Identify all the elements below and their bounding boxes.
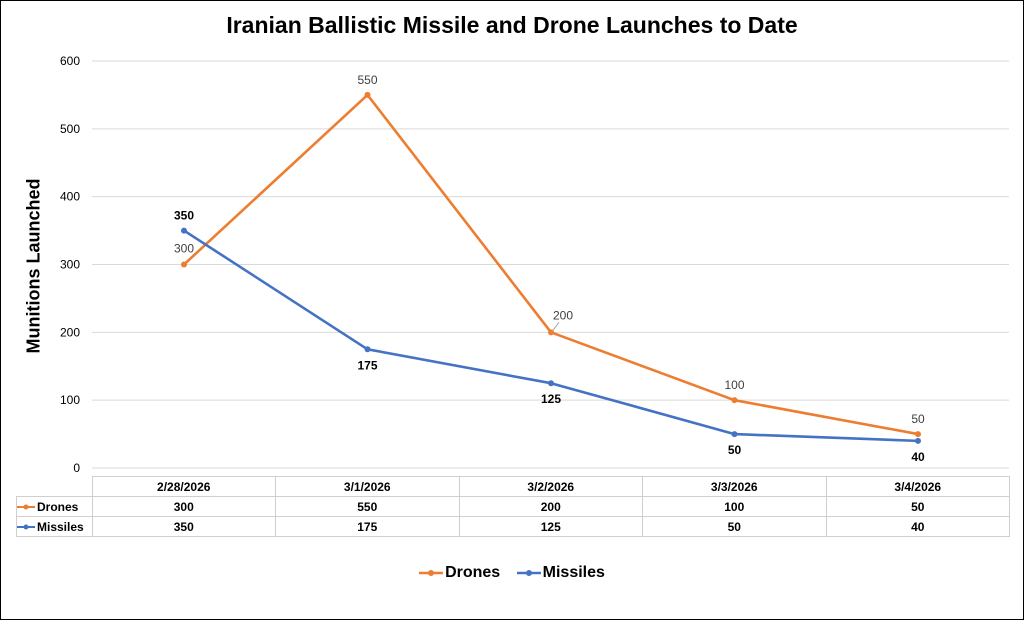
data-table-cell: 40 [825,516,1010,537]
data-table-header-row: 2/28/2026 3/1/2026 3/2/2026 3/3/2026 3/4… [16,476,1010,497]
data-table-cell: 50 [642,516,827,537]
y-tick-label: 400 [60,190,80,204]
data-table-cell: 100 [642,496,827,517]
category-label: 3/2/2026 [458,476,643,497]
missiles-key-swatch-icon [17,524,35,530]
legend-item-drones: Drones [419,564,500,582]
category-label: 3/3/2026 [642,476,827,497]
drones-key-swatch-icon [17,504,35,510]
data-table-row-drones: Drones 300 550 200 100 50 [16,496,1010,517]
data-label-leader [552,322,560,331]
data-label-missiles: 125 [541,392,561,406]
data-point-drones [181,261,187,268]
data-table-cell: 125 [458,516,643,537]
data-point-drones [915,431,921,438]
data-point-drones [364,91,371,98]
legend-label-drones: Drones [445,564,501,581]
y-tick-label: 200 [60,325,80,339]
category-label: 2/28/2026 [91,476,276,497]
y-tick-label: 100 [60,393,80,407]
data-point-drones [731,397,738,404]
data-point-missiles [731,431,738,438]
data-label-missiles: 175 [357,358,377,372]
data-point-drones [548,329,554,336]
data-table-row-missiles: Missiles 350 175 125 50 40 [16,516,1010,537]
legend: Drones Missiles [0,564,1024,582]
data-label-drones: 50 [911,412,925,426]
drones-legend-icon [419,569,444,576]
data-label-drones: 300 [174,242,194,256]
category-label: 3/1/2026 [275,476,460,497]
series-line-missiles [183,229,919,443]
data-table-corner [16,476,93,497]
data-table-key-drones: Drones [16,496,93,517]
data-table-cell: 300 [91,496,276,517]
y-tick-label: 300 [60,258,80,272]
data-point-missiles [364,346,371,353]
data-table-cell: 350 [91,516,276,537]
category-label: 3/4/2026 [825,476,1010,497]
data-table-cell: 550 [275,496,460,517]
missiles-key-label: Missiles [37,519,84,534]
data-table-key-missiles: Missiles [16,516,93,537]
data-label-drones: 100 [724,378,744,392]
chart-title: Iranian Ballistic Missile and Drone Laun… [226,12,798,38]
data-point-missiles [181,227,187,234]
data-point-missiles [548,380,554,387]
data-label-missiles: 50 [728,443,742,457]
drones-key-label: Drones [37,499,79,514]
legend-label-missiles: Missiles [542,564,605,581]
data-table: 2/28/2026 3/1/2026 3/2/2026 3/3/2026 3/4… [16,476,1010,537]
legend-item-missiles: Missiles [516,564,605,582]
y-tick-label: 500 [60,122,80,136]
data-label-drones: 200 [553,308,573,322]
data-label-missiles: 350 [174,209,194,223]
data-table-cell: 175 [275,516,460,537]
data-label-missiles: 40 [911,450,925,464]
data-point-missiles [915,437,921,444]
data-table-cell: 200 [458,496,643,517]
y-tick-label: 600 [60,54,80,68]
data-label-drones: 550 [357,73,377,87]
y-tick-label: 0 [73,461,80,475]
data-table-cell: 50 [825,496,1010,517]
missiles-legend-icon [516,569,541,576]
